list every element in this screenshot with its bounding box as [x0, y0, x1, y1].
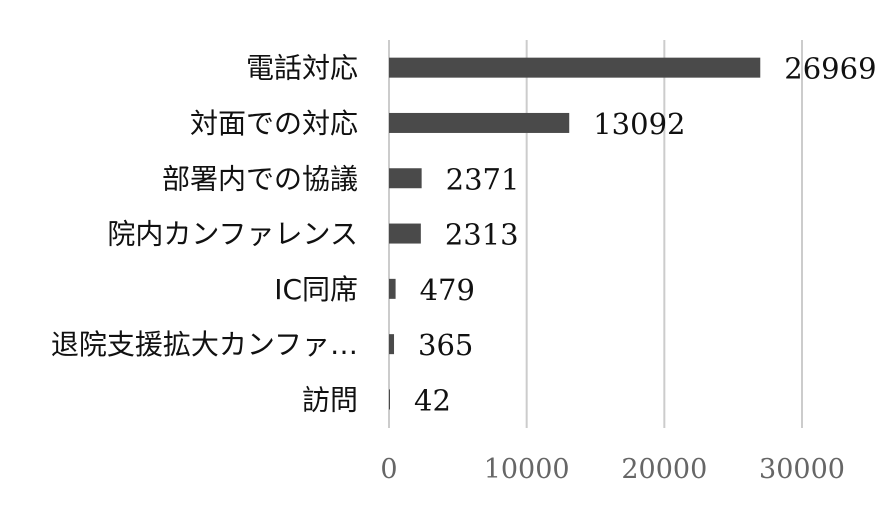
category-label-4: IC同席 — [274, 273, 358, 306]
x-tick-label-30000: 30000 — [759, 454, 845, 485]
bar-6 — [389, 389, 390, 410]
value-label-1: 13092 — [593, 107, 685, 141]
category-label-6: 訪問 — [302, 383, 358, 416]
category-label-1: 対面での対応 — [190, 107, 358, 140]
value-label-2: 2371 — [446, 162, 520, 196]
value-labels: 26969 13092 2371 2313 479 365 42 — [414, 52, 877, 418]
bar-1 — [389, 112, 570, 133]
category-label-5: 退院支援拡大カンファ… — [51, 328, 358, 361]
x-tick-label-0: 0 — [380, 454, 397, 485]
value-label-6: 42 — [414, 383, 451, 417]
bar-2 — [389, 168, 422, 189]
bar-3 — [389, 223, 421, 244]
bar-0 — [389, 57, 761, 78]
x-tick-label-20000: 20000 — [621, 454, 707, 485]
value-label-5: 365 — [418, 328, 473, 362]
category-label-0: 電話対応 — [246, 52, 358, 85]
x-tick-label-10000: 10000 — [484, 454, 570, 485]
bar-5 — [389, 334, 395, 355]
value-label-0: 26969 — [784, 52, 876, 86]
x-axis-tick-labels: 0 10000 20000 30000 — [380, 454, 845, 485]
category-label-3: 院内カンファレンス — [107, 218, 358, 251]
category-label-2: 部署内での協議 — [162, 162, 358, 195]
bar-4 — [389, 278, 396, 299]
bars — [389, 57, 761, 410]
value-label-4: 479 — [420, 273, 475, 307]
value-label-3: 2313 — [445, 218, 519, 252]
